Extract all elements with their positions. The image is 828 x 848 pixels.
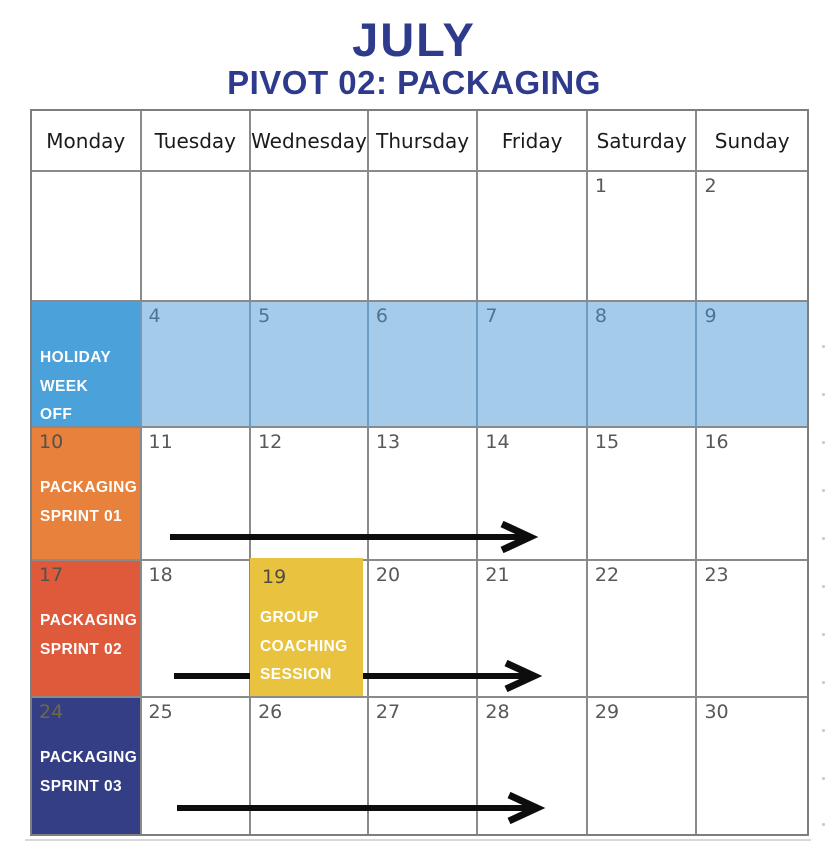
date-label: 27	[375, 701, 401, 723]
date-label: 23	[704, 564, 729, 586]
group-coaching-session-cell: 19 GROUP COACHING SESSION	[250, 558, 363, 696]
date-label: 20	[375, 564, 401, 586]
date-label: 26	[258, 701, 283, 723]
sprint-03-arrow-icon	[177, 791, 546, 825]
day-cell	[32, 172, 142, 302]
date-label: 29	[594, 701, 620, 723]
date-label: 13	[375, 431, 401, 453]
date-label: 28	[485, 701, 510, 723]
day-header-monday: Monday	[32, 111, 142, 172]
day-cell: 2	[697, 172, 807, 302]
day-cell: 13	[368, 428, 479, 561]
holiday-week-event-cell: HOLIDAY WEEK OFF	[32, 302, 142, 428]
day-cell	[141, 172, 252, 302]
day-cell: 20	[368, 561, 479, 698]
day-header-sunday: Sunday	[697, 111, 807, 172]
date-label: 22	[594, 564, 620, 586]
date-label: 19	[262, 566, 287, 588]
day-cell-under-coaching-overlay	[251, 561, 369, 698]
date-label: 8	[594, 305, 608, 327]
date-label: 10	[39, 431, 64, 453]
holiday-day-cell: 8	[587, 302, 698, 428]
date-label: 15	[594, 431, 620, 453]
perforation-dots	[822, 345, 826, 835]
date-label: 17	[39, 564, 64, 586]
date-label: 1	[594, 175, 608, 197]
calendar-grid: Monday Tuesday Wednesday Thursday Friday…	[30, 109, 809, 836]
page-subtitle: PIVOT 02: PACKAGING	[227, 64, 601, 101]
day-header-tuesday: Tuesday	[141, 111, 252, 172]
holiday-day-cell: 7	[478, 302, 588, 428]
page-title: JULY	[352, 13, 476, 66]
day-cell: 22	[587, 561, 698, 698]
day-cell	[368, 172, 479, 302]
day-header-wednesday: Wednesday	[251, 111, 369, 172]
day-cell: 29	[588, 698, 698, 834]
packaging-sprint-03-cell: 24 PACKAGING SPRINT 03	[32, 698, 142, 834]
holiday-day-cell: 5	[251, 302, 369, 428]
day-cell	[478, 172, 588, 302]
holiday-day-cell: 6	[368, 302, 479, 428]
event-label: HOLIDAY WEEK OFF	[40, 349, 112, 424]
holiday-day-cell: 9	[697, 302, 807, 428]
sprint-01-arrow-icon	[170, 520, 539, 554]
day-cell: 16	[697, 428, 807, 561]
day-cell: 15	[587, 428, 698, 561]
bottom-edge-shadow	[25, 839, 811, 841]
date-label: 12	[258, 431, 283, 453]
day-cell: 25	[142, 698, 252, 834]
packaging-sprint-01-cell: 10 PACKAGING SPRINT 01	[32, 428, 142, 561]
date-label: 18	[148, 564, 173, 586]
day-cell: 21	[478, 561, 588, 698]
date-label: 2	[704, 175, 717, 197]
day-header-friday: Friday	[478, 111, 588, 172]
date-label: 25	[148, 701, 173, 723]
day-cell: 26	[251, 698, 369, 834]
date-label: 9	[704, 305, 717, 327]
date-label: 6	[375, 305, 388, 327]
event-label: PACKAGING SPRINT 01	[40, 479, 138, 525]
day-cell: 1	[587, 172, 698, 302]
event-label: PACKAGING SPRINT 02	[40, 612, 138, 658]
day-header-thursday: Thursday	[368, 111, 479, 172]
date-label: 21	[485, 564, 510, 586]
day-cell: 11	[141, 428, 252, 561]
event-label: PACKAGING SPRINT 03	[40, 749, 138, 795]
day-header-saturday: Saturday	[587, 111, 698, 172]
packaging-sprint-02-cell: 17 PACKAGING SPRINT 02	[32, 561, 142, 698]
date-label: 16	[704, 431, 729, 453]
date-label: 7	[485, 305, 498, 327]
day-cell: 30	[697, 698, 807, 834]
day-cell: 14	[478, 428, 588, 561]
date-label: 14	[485, 431, 510, 453]
day-cell: 28	[478, 698, 588, 834]
day-cell: 27	[369, 698, 479, 834]
day-cell: 23	[697, 561, 807, 698]
date-label: 4	[148, 305, 161, 327]
day-cell	[251, 172, 369, 302]
event-label: GROUP COACHING SESSION	[260, 609, 348, 684]
holiday-day-cell: 4	[141, 302, 252, 428]
date-label: 5	[258, 305, 271, 327]
date-label: 24	[39, 701, 64, 723]
date-label: 30	[704, 701, 729, 723]
date-label: 11	[148, 431, 173, 453]
